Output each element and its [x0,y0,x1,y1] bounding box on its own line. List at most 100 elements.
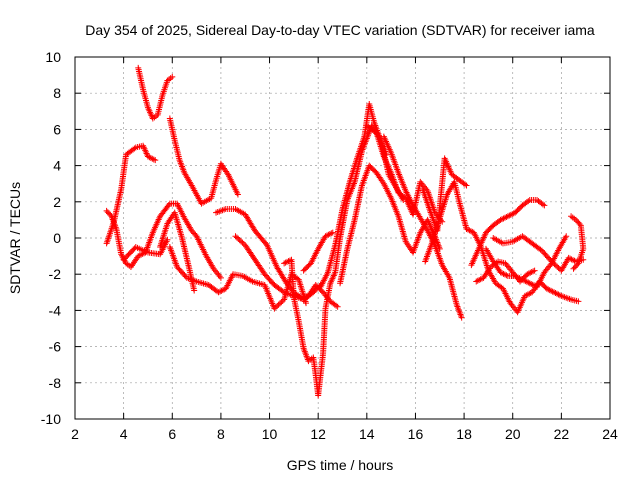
data-point [274,303,281,310]
data-point [239,239,246,246]
data-point [493,259,500,266]
series-sat-h [213,206,341,310]
data-point [236,237,243,244]
data-point [215,289,222,296]
data-point [464,226,471,233]
y-tick-label: 0 [53,230,61,246]
data-point [551,261,558,268]
data-point [543,285,550,292]
data-point [169,73,176,80]
series-sat-e [157,209,198,294]
data-point [501,214,508,221]
data-point [149,155,156,162]
data-point [555,264,562,271]
x-tick-label: 20 [505,426,521,442]
series-sat-j [281,122,390,399]
data-point [528,269,535,276]
data-point [477,276,484,283]
data-point [568,256,575,263]
data-point [526,280,533,287]
data-point [325,231,332,238]
y-tick-label: -4 [49,302,62,318]
data-point [216,288,223,295]
data-point [523,292,530,299]
data-point [463,182,470,189]
series-sat-a [135,64,176,122]
x-tick-label: 10 [262,426,278,442]
x-tick-label: 24 [602,426,618,442]
data-point [550,259,557,266]
data-point [333,302,340,309]
data-point [278,299,285,306]
data-point [501,271,508,278]
data-point [570,257,577,264]
data-point [322,233,329,240]
data-point [552,290,559,297]
x-axis-label: GPS time / hours [287,457,394,473]
y-tick-label: 2 [53,194,61,210]
chart-title: Day 354 of 2025, Sidereal Day-to-day VTE… [85,22,595,38]
data-point [334,303,341,310]
data-point [551,289,558,296]
data-point [525,279,532,286]
series-sat-q [422,178,582,316]
data-point [549,288,556,295]
data-point [233,234,240,241]
data-point [500,215,507,222]
data-point [476,276,483,283]
data-point [326,231,333,238]
data-point [553,290,560,297]
data-point [575,298,582,305]
y-tick-label: -2 [49,266,62,282]
data-point [526,290,533,297]
x-tick-label: 14 [359,426,375,442]
data-point [271,305,278,312]
data-point [232,233,239,240]
data-point [500,270,507,277]
data-point [192,231,199,238]
data-point [146,154,153,161]
series-sat-m [337,162,443,287]
y-tick-label: -10 [41,411,61,427]
data-point [329,229,336,236]
data-point [552,262,559,269]
x-tick-label: 6 [168,426,176,442]
y-tick-label: -6 [49,339,62,355]
data-point [563,233,570,240]
data-point [541,202,548,209]
data-point [524,271,531,278]
data-point [164,236,171,243]
y-tick-label: 10 [45,49,61,65]
data-point [144,153,151,160]
y-tick-label: -8 [49,375,62,391]
data-point [571,264,578,271]
data-point [523,278,530,285]
data-point [462,181,469,188]
data-point [548,258,555,265]
data-point [165,202,172,209]
data-point [547,257,554,264]
data-point [539,201,546,208]
x-tick-label: 12 [310,426,326,442]
data-point [507,211,514,218]
data-point [191,287,198,294]
data-point [529,281,536,288]
series-sat-r [468,196,548,269]
series-sat-k [300,229,336,274]
data-point [497,269,504,276]
data-point [282,259,289,266]
data-point [555,291,562,298]
x-tick-label: 8 [217,426,225,442]
x-tick-label: 4 [120,426,128,442]
data-point [466,227,473,234]
data-point [527,269,534,276]
data-point [150,156,157,163]
data-point [147,154,154,161]
y-axis-label: SDTVAR / TECUs [7,182,23,294]
data-point [217,274,224,281]
data-point [565,254,572,261]
data-point [276,300,283,307]
data-point [473,278,480,285]
series-sat-i [232,233,324,303]
